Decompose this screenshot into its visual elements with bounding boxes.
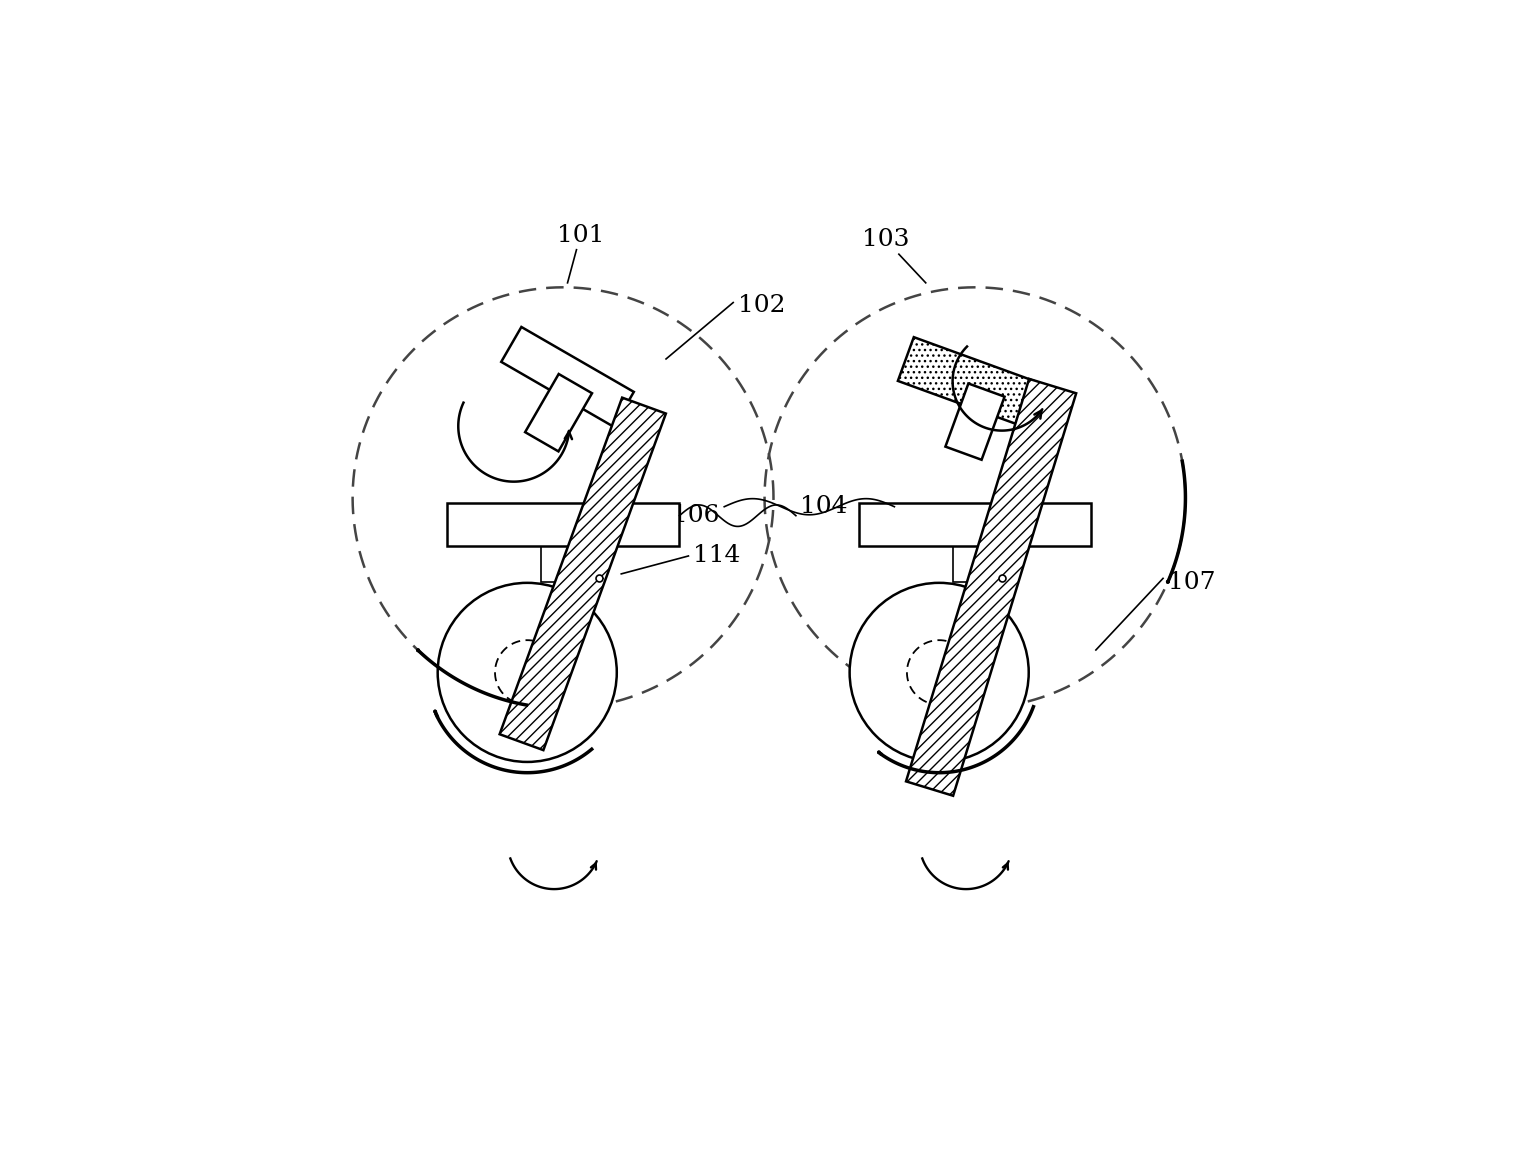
Text: 104: 104 xyxy=(800,495,849,519)
Text: 101: 101 xyxy=(557,224,604,247)
Polygon shape xyxy=(525,374,592,451)
Text: 114: 114 xyxy=(692,544,741,568)
Polygon shape xyxy=(501,327,635,427)
Bar xyxy=(953,544,997,582)
Polygon shape xyxy=(897,337,1061,435)
Bar xyxy=(540,544,586,582)
Circle shape xyxy=(437,583,616,762)
Text: 103: 103 xyxy=(862,228,909,251)
Polygon shape xyxy=(499,398,666,750)
Polygon shape xyxy=(906,379,1076,795)
Bar xyxy=(446,504,680,547)
Bar xyxy=(859,504,1091,547)
Text: 107: 107 xyxy=(1167,571,1214,594)
Text: 102: 102 xyxy=(738,294,785,316)
Polygon shape xyxy=(946,384,1005,459)
Circle shape xyxy=(850,583,1029,762)
Text: 106: 106 xyxy=(672,505,720,527)
